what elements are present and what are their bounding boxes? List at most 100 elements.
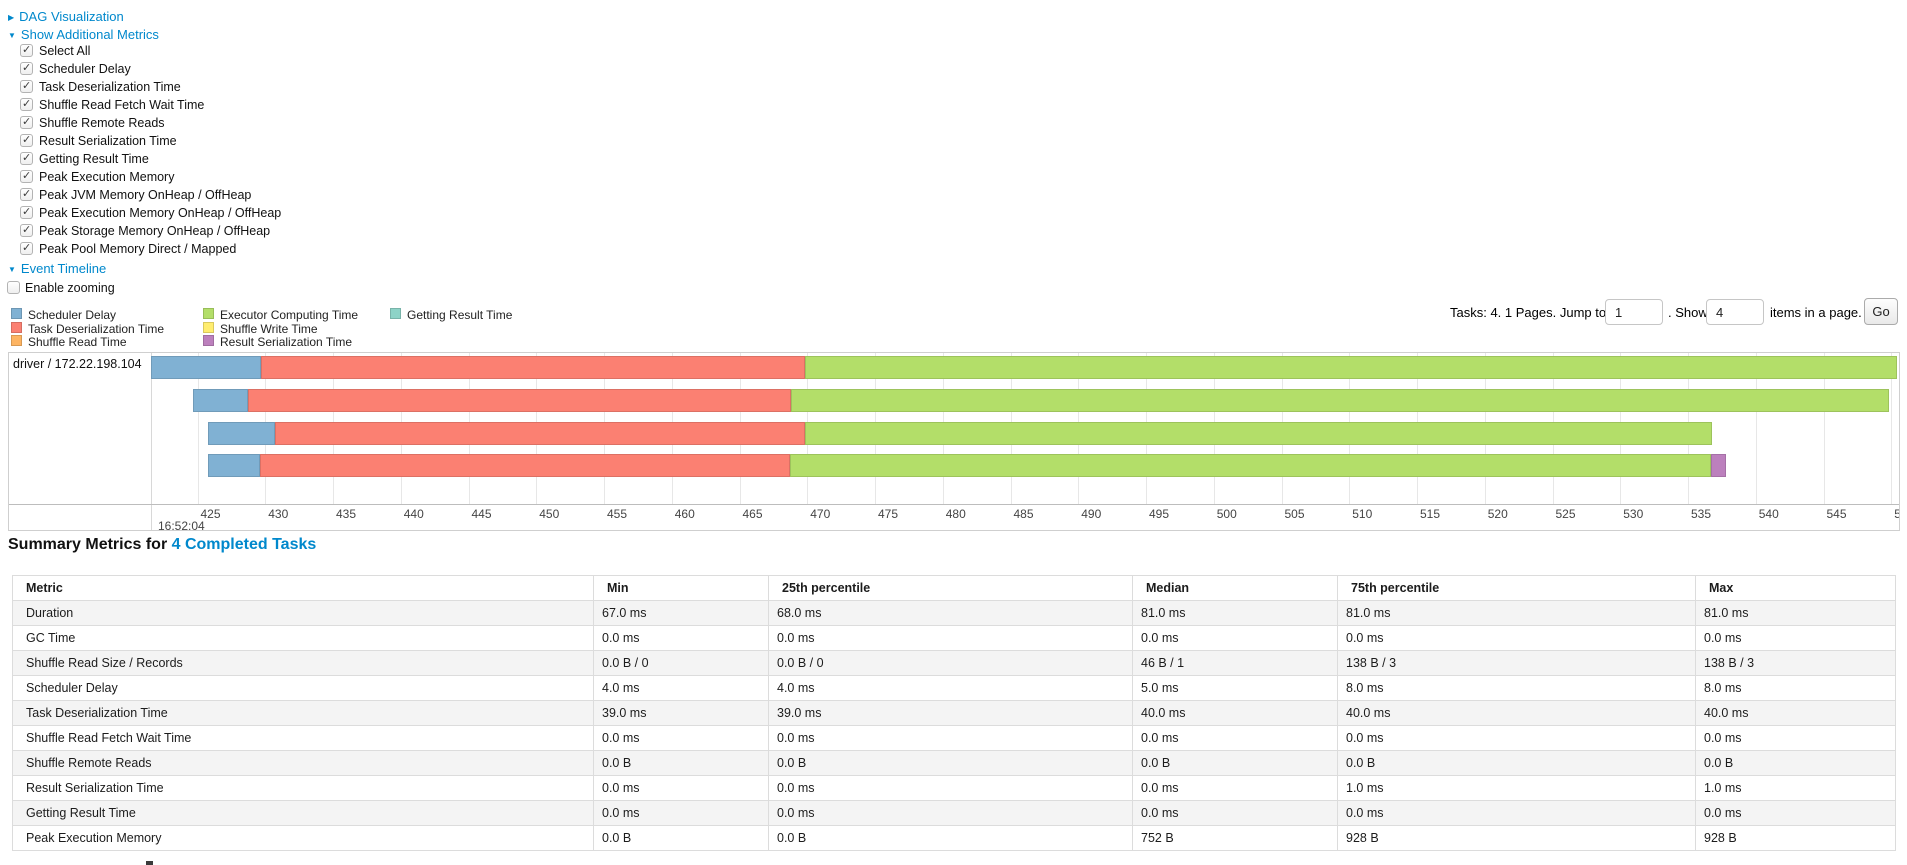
table-cell: 81.0 ms (1337, 600, 1696, 626)
task-segment-task-deserialization[interactable] (274, 421, 805, 445)
enable-zooming-checkbox[interactable] (7, 281, 20, 294)
metric-checkbox-3[interactable] (20, 97, 33, 111)
table-cell: 5.0 ms (1132, 675, 1338, 701)
metric-checkbox-9[interactable] (20, 205, 33, 219)
metric-checkbox-0[interactable] (20, 43, 33, 57)
task-segment-executor-computing[interactable] (804, 421, 1713, 445)
table-cell: 0.0 ms (768, 800, 1133, 826)
metric-checkbox-7[interactable] (20, 169, 33, 183)
task-segment-executor-computing[interactable] (789, 454, 1712, 477)
metric-checkbox-6[interactable] (20, 151, 33, 165)
axis-tick-label: 535 (1691, 507, 1712, 521)
task-segment-scheduler-delay[interactable] (193, 389, 248, 412)
time-axis-line (9, 504, 1899, 505)
axis-tick-label: 480 (945, 507, 966, 521)
axis-tick-label: 465 (742, 507, 763, 521)
metric-checkbox-1[interactable] (20, 61, 33, 75)
metric-checkbox-10[interactable] (20, 223, 33, 237)
metric-checkbox-label: Shuffle Read Fetch Wait Time (39, 98, 205, 112)
items-in-page-label: items in a page. (1770, 305, 1862, 320)
axis-tick-label: 525 (1555, 507, 1576, 521)
table-cell: 0.0 ms (768, 725, 1133, 751)
axis-tick-label: 475 (878, 507, 899, 521)
table-cell: 81.0 ms (1695, 600, 1896, 626)
show-label: . Show (1668, 305, 1708, 320)
table-cell: 81.0 ms (1132, 600, 1338, 626)
legend-label: Executor Computing Time (220, 308, 359, 322)
metric-checkbox-8[interactable] (20, 187, 33, 201)
table-cell: 4.0 ms (593, 675, 769, 701)
table-cell: 39.0 ms (768, 700, 1133, 726)
summary-metrics-table: Metric Min 25th percentile Median 75th perce… (12, 575, 1896, 851)
table-cell: Peak Execution Memory (12, 825, 594, 851)
table-cell: 0.0 ms (1337, 725, 1696, 751)
table-header-cell: Min (593, 575, 769, 601)
table-cell: Shuffle Read Fetch Wait Time (12, 725, 594, 751)
toggle-event-timeline[interactable]: ▼ Event Timeline (8, 261, 106, 276)
table-header-cell: Metric (12, 575, 594, 601)
table-cell: 8.0 ms (1337, 675, 1696, 701)
completed-tasks-link[interactable]: 4 Completed Tasks (171, 536, 317, 553)
table-row: Getting Result Time 0.0 ms 0.0 ms 0.0 ms 0.0… (12, 800, 1896, 826)
metric-checkbox-11[interactable] (20, 241, 33, 255)
table-header-cell: Median (1132, 575, 1338, 601)
go-button[interactable]: Go (1864, 298, 1898, 325)
metric-checkbox-label: Result Serialization Time (39, 134, 177, 148)
toggle-show-additional-metrics[interactable]: ▼ Show Additional Metrics (8, 27, 159, 42)
table-cell: 0.0 ms (593, 725, 769, 751)
table-header-cell: 75th percentile (1337, 575, 1696, 601)
table-cell: 0.0 B (1337, 750, 1696, 776)
task-segment-executor-computing[interactable] (804, 356, 1897, 379)
legend-label: Getting Result Time (407, 308, 513, 322)
table-row: Shuffle Remote Reads 0.0 B 0.0 B 0.0 B 0.0 B… (12, 750, 1896, 776)
gridline (1755, 353, 1757, 504)
table-cell: 0.0 B (768, 825, 1133, 851)
task-segment-task-deserialization[interactable] (261, 356, 805, 379)
toggle-dag-visualization[interactable]: ▶ DAG Visualization (8, 9, 124, 24)
table-row: Peak Execution Memory 0.0 B 0.0 B 752 B 928 … (12, 825, 1896, 851)
legend-label: Shuffle Write Time (220, 321, 318, 336)
task-segment-executor-computing[interactable] (790, 389, 1889, 412)
table-cell: 928 B (1695, 825, 1896, 851)
toggle-metrics-label: Show Additional Metrics (20, 27, 159, 42)
legend-label: Shuffle Read Time (28, 335, 127, 349)
table-cell: 0.0 ms (768, 775, 1133, 801)
table-cell: Task Deserialization Time (12, 700, 594, 726)
table-cell: 1.0 ms (1695, 775, 1896, 801)
task-segment-task-deserialization[interactable] (259, 454, 790, 477)
table-cell: GC Time (12, 625, 594, 651)
axis-tick-label: 430 (268, 507, 289, 521)
axis-time-label: 16:52:04 (158, 519, 205, 531)
jump-to-page-input[interactable] (1605, 299, 1663, 325)
task-segment-scheduler-delay[interactable] (208, 421, 275, 445)
table-cell: 0.0 B (1695, 750, 1896, 776)
metric-checkbox-2[interactable] (20, 79, 33, 93)
table-cell: 0.0 ms (593, 625, 769, 651)
table-cell: Result Serialization Time (12, 775, 594, 801)
shuffle-read-legend-swatch (11, 335, 22, 346)
table-cell: Shuffle Remote Reads (12, 750, 594, 776)
metric-checkbox-4[interactable] (20, 115, 33, 129)
axis-tick-label: 530 (1623, 507, 1644, 521)
gridline (1823, 353, 1825, 504)
metric-checkbox-5[interactable] (20, 133, 33, 147)
axis-tick-label: 545 (1826, 507, 1847, 521)
table-header-cell: Max (1695, 575, 1896, 601)
table-cell: 138 B / 3 (1337, 650, 1696, 676)
axis-tick-label: 445 (471, 507, 492, 521)
task-segment-result-serialization[interactable] (1711, 454, 1726, 477)
axis-tick-label: 440 (403, 507, 424, 521)
table-cell: 0.0 B (593, 750, 769, 776)
summary-title-prefix: Summary Metrics for (8, 536, 168, 553)
page-size-input[interactable] (1706, 299, 1764, 325)
table-cell: 0.0 ms (1132, 800, 1338, 826)
task-segment-scheduler-delay[interactable] (208, 454, 260, 477)
axis-tick-label: 505 (1284, 507, 1305, 521)
task-segment-task-deserialization[interactable] (247, 389, 791, 412)
table-cell: 0.0 ms (1695, 800, 1896, 826)
table-row: Shuffle Read Size / Records 0.0 B / 0 0.0 … (12, 650, 1896, 676)
task-segment-scheduler-delay[interactable] (151, 356, 262, 379)
table-cell: 0.0 ms (1337, 800, 1696, 826)
axis-tick-label: 515 (1420, 507, 1441, 521)
table-cell: Getting Result Time (12, 800, 594, 826)
